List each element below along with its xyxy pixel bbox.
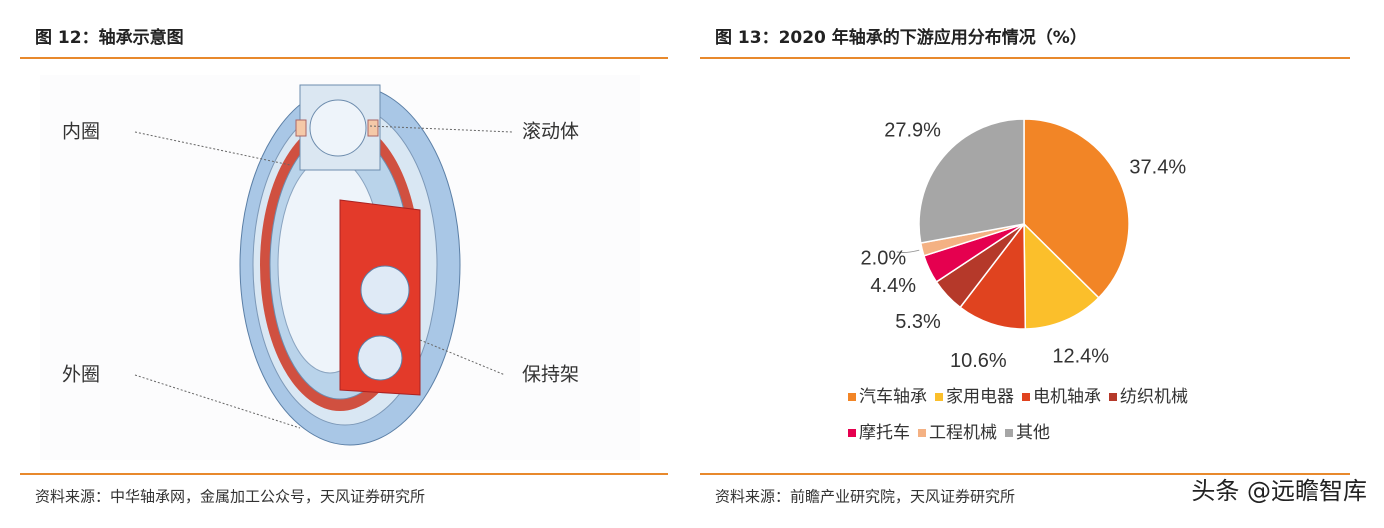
pie-slice <box>1023 118 1130 299</box>
legend-label: 汽车轴承 <box>859 387 927 407</box>
legend-label: 其他 <box>1016 423 1050 443</box>
pie-slice <box>918 118 1025 244</box>
part-label: 内圈 <box>62 121 100 143</box>
value-label: 27.9% <box>884 120 941 142</box>
legend-label: 纺织机械 <box>1120 387 1188 407</box>
legend-swatch <box>1022 393 1030 401</box>
chart-title: 图 13：2020 年轴承的下游应用分布情况（%） <box>715 27 1087 48</box>
legend-swatch <box>1005 429 1013 437</box>
legend-label: 工程机械 <box>929 423 997 443</box>
legend-swatch <box>848 393 856 401</box>
value-label: 4.4% <box>870 275 916 297</box>
bearing-diagram <box>40 75 640 460</box>
leader-line <box>896 249 920 254</box>
watermark: 头条 @远瞻智库 <box>1191 477 1367 505</box>
legend-label: 摩托车 <box>859 423 910 443</box>
legend-label: 电机轴承 <box>1033 387 1101 407</box>
value-label: 37.4% <box>1129 156 1186 178</box>
part-label: 保持架 <box>522 364 579 386</box>
value-label: 10.6% <box>950 350 1007 372</box>
legend-swatch <box>848 429 856 437</box>
value-label: 2.0% <box>861 247 907 269</box>
value-label: 5.3% <box>895 311 941 333</box>
legend-swatch <box>1109 393 1117 401</box>
source: 资料来源：中华轴承网，金属加工公众号，天风证券研究所 <box>35 488 425 506</box>
value-label: 12.4% <box>1052 346 1109 368</box>
legend-swatch <box>918 429 926 437</box>
source: 资料来源：前瞻产业研究院，天风证券研究所 <box>715 488 1015 506</box>
pie-slice <box>959 221 1027 330</box>
pie-slice <box>1023 222 1100 330</box>
part-label: 滚动体 <box>522 121 579 143</box>
legend-swatch <box>935 393 943 401</box>
part-label: 外圈 <box>62 364 100 386</box>
figure-title: 图 12：轴承示意图 <box>35 27 184 48</box>
legend-label: 家用电器 <box>946 387 1014 407</box>
